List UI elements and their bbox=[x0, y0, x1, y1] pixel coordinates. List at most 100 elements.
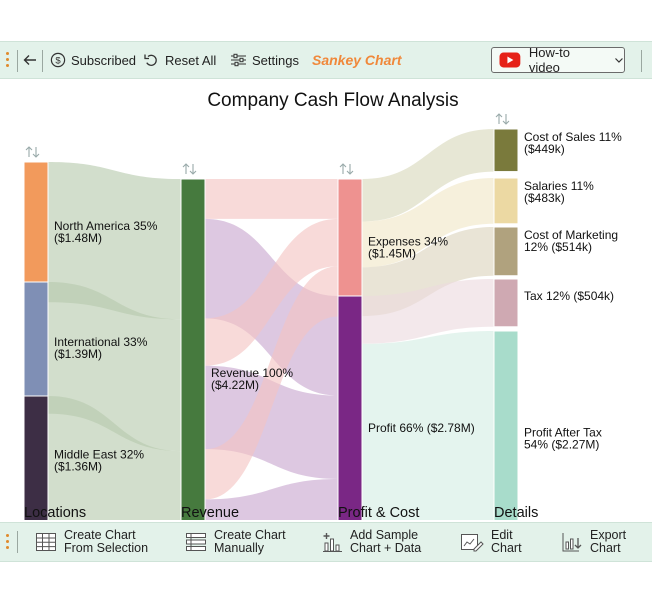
export-chart-icon bbox=[562, 533, 582, 552]
sankey-node-intl[interactable] bbox=[23, 281, 49, 415]
sankey-stage-labels: Locations Revenue Profit & Cost Details bbox=[24, 505, 538, 520]
back-button[interactable] bbox=[22, 42, 43, 78]
export-chart-line1: Export bbox=[590, 528, 627, 542]
sankey-nodes bbox=[23, 113, 519, 520]
sankey-chart-title: Sankey Chart bbox=[312, 42, 401, 78]
dollar-circle-icon: $ bbox=[50, 52, 66, 68]
create-from-selection-line1: Create Chart bbox=[64, 528, 136, 542]
create-chart-from-selection-button[interactable]: Create Chart From Selection bbox=[35, 523, 148, 561]
toolbar-divider bbox=[42, 50, 43, 72]
node-label-intl: International 33% bbox=[54, 335, 148, 349]
sankey-link-me-rev bbox=[48, 396, 181, 520]
edit-chart-icon bbox=[461, 534, 484, 552]
toolbar-divider bbox=[17, 531, 18, 553]
node-label-me-value: ($1.36M) bbox=[54, 459, 102, 473]
sliders-icon bbox=[231, 53, 246, 67]
reset-all-label: Reset All bbox=[165, 52, 217, 68]
add-sample-line2: Chart + Data bbox=[350, 541, 422, 555]
settings-label: Settings bbox=[252, 52, 299, 68]
sankey-node-exp[interactable] bbox=[337, 178, 363, 317]
node-label-mkt-value: 12% ($514k) bbox=[524, 240, 592, 254]
sort-arrows-icon[interactable] bbox=[495, 113, 510, 125]
sankey-node-sal[interactable] bbox=[493, 177, 519, 225]
top-toolbar: $ Subscribed Reset All Settings Sankey C… bbox=[0, 41, 652, 79]
node-label-na-value: ($1.48M) bbox=[54, 231, 102, 245]
youtube-icon bbox=[499, 52, 521, 68]
sort-arrows-icon[interactable] bbox=[182, 163, 197, 175]
node-label-tax: Tax 12% ($504k) bbox=[524, 289, 614, 303]
node-label-rev-value: ($4.22M) bbox=[211, 378, 259, 392]
node-label-intl-value: ($1.39M) bbox=[54, 347, 102, 361]
node-label-profit: Profit 66% ($2.78M) bbox=[368, 421, 475, 435]
sankey-node-rev[interactable] bbox=[180, 178, 206, 520]
node-label-cos-value: ($449k) bbox=[524, 142, 565, 156]
how-to-video-label: How-to video bbox=[528, 45, 571, 75]
how-to-video-dropdown[interactable]: How-to video bbox=[491, 45, 625, 75]
arrow-left-icon bbox=[23, 55, 36, 65]
node-label-mkt: Cost of Marketing bbox=[524, 228, 618, 242]
list-icon bbox=[186, 533, 206, 551]
sankey-link-exp-sal bbox=[362, 178, 494, 268]
sankey-link-rev-exp bbox=[205, 179, 338, 219]
undo-icon bbox=[144, 54, 157, 66]
sankey-node-mkt[interactable] bbox=[493, 226, 519, 277]
chevron-down-icon bbox=[615, 58, 623, 63]
stage-label-2: Profit & Cost bbox=[338, 505, 419, 520]
sankey-node-labels: North America 35%($1.48M) International 3… bbox=[54, 130, 622, 473]
sankey-link-rev-exp bbox=[205, 266, 338, 500]
sankey-node-cos[interactable] bbox=[493, 128, 519, 173]
sankey-link-rev-profit bbox=[205, 478, 338, 520]
toolbar-grip-icon[interactable] bbox=[6, 52, 10, 68]
add-sample-line1: Add Sample bbox=[350, 528, 419, 542]
create-manually-line2: Manually bbox=[214, 541, 265, 555]
sankey-link-profit-pat bbox=[362, 331, 494, 520]
stage-label-0: Locations bbox=[24, 505, 86, 520]
svg-text:$: $ bbox=[55, 56, 61, 67]
node-label-rev: Revenue 100% bbox=[211, 366, 293, 380]
sankey-node-pat[interactable] bbox=[493, 330, 519, 520]
sankey-chart-label: Sankey Chart bbox=[312, 52, 402, 68]
sankey-link-rev-exp bbox=[205, 218, 338, 366]
edit-chart-button[interactable]: Edit Chart bbox=[460, 523, 522, 561]
bar-chart-plus-icon bbox=[323, 533, 342, 552]
node-label-exp-value: ($1.45M) bbox=[368, 247, 416, 261]
chart-title: Company Cash Flow Analysis bbox=[207, 90, 458, 111]
node-label-sal-value: ($483k) bbox=[524, 191, 565, 205]
subscribed-button[interactable]: $ Subscribed bbox=[50, 42, 136, 78]
create-manually-line1: Create Chart bbox=[214, 528, 286, 542]
sankey-node-tax[interactable] bbox=[493, 278, 519, 328]
node-label-exp: Expenses 34% bbox=[368, 235, 448, 249]
node-label-na: North America 35% bbox=[54, 219, 158, 233]
node-label-cos: Cost of Sales 11% bbox=[524, 130, 622, 144]
node-label-pat-value: 54% ($2.27M) bbox=[524, 438, 599, 452]
node-label-me: Middle East 32% bbox=[54, 447, 144, 461]
export-chart-button[interactable]: Export Chart bbox=[561, 523, 626, 561]
sankey-link-profit-tax bbox=[362, 279, 494, 344]
settings-button[interactable]: Settings bbox=[230, 42, 299, 78]
sankey-node-na[interactable] bbox=[23, 161, 49, 303]
sankey-link-exp-cos bbox=[362, 129, 494, 222]
stage-label-1: Revenue bbox=[181, 505, 239, 520]
reset-all-button[interactable]: Reset All bbox=[143, 42, 216, 78]
toolbar-grip-icon[interactable] bbox=[6, 534, 10, 550]
subscribed-label: Subscribed bbox=[71, 52, 137, 68]
toolbar-divider bbox=[641, 50, 642, 72]
sankey-link-exp-mkt bbox=[362, 227, 494, 317]
sort-arrows-icon[interactable] bbox=[25, 146, 40, 158]
export-chart-line2: Chart bbox=[590, 541, 621, 555]
sankey-chart: Company Cash Flow Analysis North America… bbox=[23, 90, 622, 520]
sankey-link-na-rev bbox=[48, 162, 181, 320]
sort-arrows-icon[interactable] bbox=[339, 163, 354, 175]
sankey-node-me[interactable] bbox=[23, 395, 49, 520]
table-grid-icon bbox=[36, 533, 56, 551]
create-from-selection-line2: From Selection bbox=[64, 541, 149, 555]
add-sample-chart-button[interactable]: Add Sample Chart + Data bbox=[321, 523, 421, 561]
node-label-pat: Profit After Tax bbox=[524, 426, 602, 440]
sankey-links bbox=[48, 129, 494, 520]
sankey-node-profit[interactable] bbox=[337, 295, 363, 520]
edit-chart-line2: Chart bbox=[491, 541, 522, 555]
bottom-toolbar: Create Chart From Selection Create Chart M… bbox=[0, 522, 652, 562]
create-chart-manually-button[interactable]: Create Chart Manually bbox=[185, 523, 286, 561]
edit-chart-line1: Edit bbox=[491, 528, 513, 542]
toolbar-divider bbox=[17, 50, 18, 72]
